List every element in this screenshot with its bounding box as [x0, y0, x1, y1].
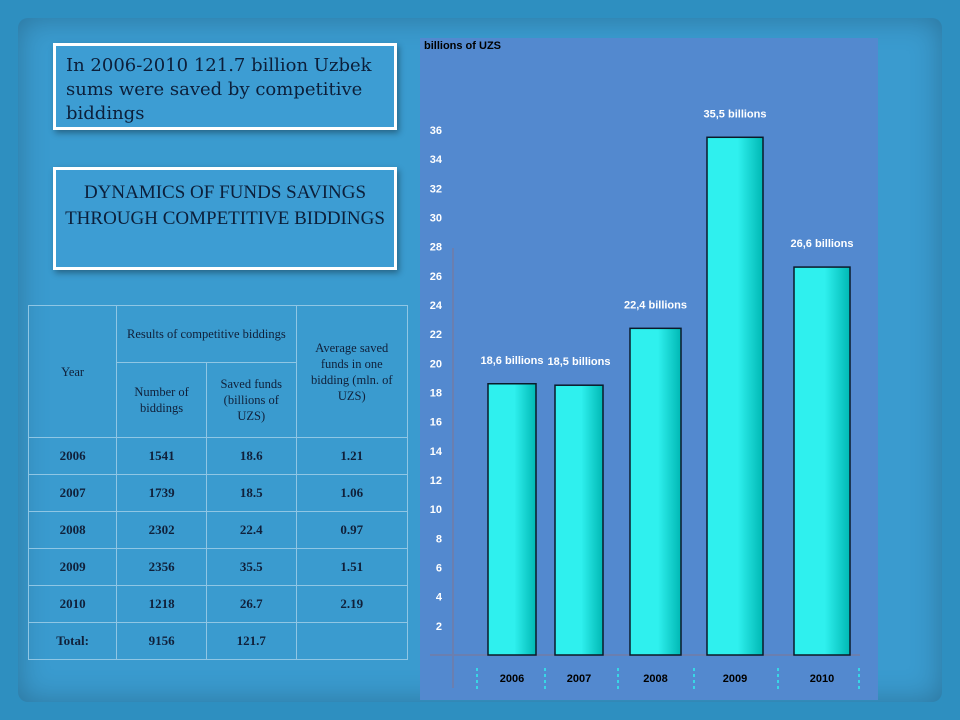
summary-text: In 2006-2010 121.7 billion Uzbek sums we…	[66, 55, 372, 124]
table-cell-number: 2356	[116, 548, 207, 586]
table-row: 2007 1739 18.5 1.06	[27, 474, 409, 512]
data-label-2010: 26,6 billions	[791, 238, 854, 250]
data-label-2006: 18,6 billions	[481, 355, 544, 367]
bar-2008	[629, 327, 682, 656]
total-saved: 121.7	[205, 622, 297, 660]
table-cell-saved: 22.4	[205, 511, 297, 549]
y-tick-label: 34	[430, 154, 443, 166]
header-results: Results of competitive biddings	[116, 305, 297, 363]
section-title-box: DYNAMICS OF FUNDS SAVINGS THROUGH COMPET…	[53, 167, 397, 270]
y-tick-label: 4	[436, 592, 443, 604]
table-cell-year: 2007	[27, 474, 118, 512]
y-tick-label: 14	[430, 446, 443, 458]
y-tick-label: 10	[430, 504, 442, 516]
y-tick-label: 18	[430, 388, 442, 400]
bar-2007	[554, 384, 604, 656]
table-cell-number: 1218	[116, 585, 207, 623]
table-cell-year: 2009	[27, 548, 118, 586]
table-cell-saved: 26.7	[205, 585, 297, 623]
table-row: 2006 1541 18.6 1.21	[27, 437, 409, 475]
table-cell-avg: 0.97	[295, 511, 409, 549]
table-cell-avg: 1.51	[295, 548, 409, 586]
x-tick-label-2010: 2010	[810, 673, 834, 685]
y-tick-label: 28	[430, 242, 442, 254]
table-cell-avg: 2.19	[295, 585, 409, 623]
table-cell-year: 2010	[27, 585, 118, 623]
table-cell-year: 2008	[27, 511, 118, 549]
data-label-2008: 22,4 billions	[624, 299, 687, 311]
table-cell-avg: 1.06	[295, 474, 409, 512]
table-cell-avg: 1.21	[295, 437, 409, 475]
header-number: Number of biddings	[116, 362, 207, 438]
summary-callout: In 2006-2010 121.7 billion Uzbek sums we…	[53, 43, 397, 130]
section-title: DYNAMICS OF FUNDS SAVINGS THROUGH COMPET…	[65, 182, 385, 229]
table-row: 2010 1218 26.7 2.19	[27, 585, 409, 623]
y-tick-label: 16	[430, 417, 442, 429]
y-tick-label: 22	[430, 329, 442, 341]
x-tick-label-2009: 2009	[723, 673, 747, 685]
data-label-2009: 35,5 billions	[704, 108, 767, 120]
header-average: Average saved funds in one bidding (mln.…	[295, 305, 409, 438]
y-axis-label: billions of UZS	[424, 40, 501, 52]
y-tick-label: 24	[430, 300, 443, 312]
bar-2009	[706, 136, 764, 656]
y-tick-label: 6	[436, 563, 442, 575]
data-label-2007: 18,5 billions	[548, 356, 611, 368]
table-cell-saved: 18.6	[205, 437, 297, 475]
x-tick-label-2008: 2008	[643, 673, 667, 685]
table-cell-year: 2006	[27, 437, 118, 475]
y-tick-label: 30	[430, 213, 442, 225]
y-tick-label: 36	[430, 125, 442, 137]
table-cell-saved: 18.5	[205, 474, 297, 512]
x-tick-label-2006: 2006	[500, 673, 524, 685]
total-row: Total: 9156 121.7	[27, 622, 409, 660]
y-tick-label: 12	[430, 475, 442, 487]
total-average	[295, 622, 409, 660]
total-label: Total:	[27, 622, 118, 660]
bar-2010	[793, 266, 851, 656]
bar-chart-svg: billions of UZS 246810121416182022242628…	[424, 40, 860, 690]
x-tick-label-2007: 2007	[567, 673, 591, 685]
savings-table: Year Results of competitive biddings Ave…	[27, 305, 409, 660]
table-row: 2009 2356 35.5 1.51	[27, 548, 409, 586]
header-saved: Saved funds (billions of UZS)	[205, 362, 297, 438]
table-cell-number: 1739	[116, 474, 207, 512]
table-cell-saved: 35.5	[205, 548, 297, 586]
bar-chart: billions of UZS 2 4 6 8 10 12 14 16 18 20 22 24 26 28…	[420, 38, 878, 700]
header-year: Year	[27, 305, 118, 438]
table-cell-number: 2302	[116, 511, 207, 549]
total-number: 9156	[116, 622, 207, 660]
table-row: 2008 2302 22.4 0.97	[27, 511, 409, 549]
y-tick-label: 20	[430, 358, 442, 370]
y-tick-label: 2	[436, 621, 442, 633]
y-tick-label: 26	[430, 271, 442, 283]
y-tick-label: 32	[430, 183, 442, 195]
y-tick-label: 8	[436, 533, 442, 545]
bar-2006	[487, 383, 537, 656]
table-cell-number: 1541	[116, 437, 207, 475]
